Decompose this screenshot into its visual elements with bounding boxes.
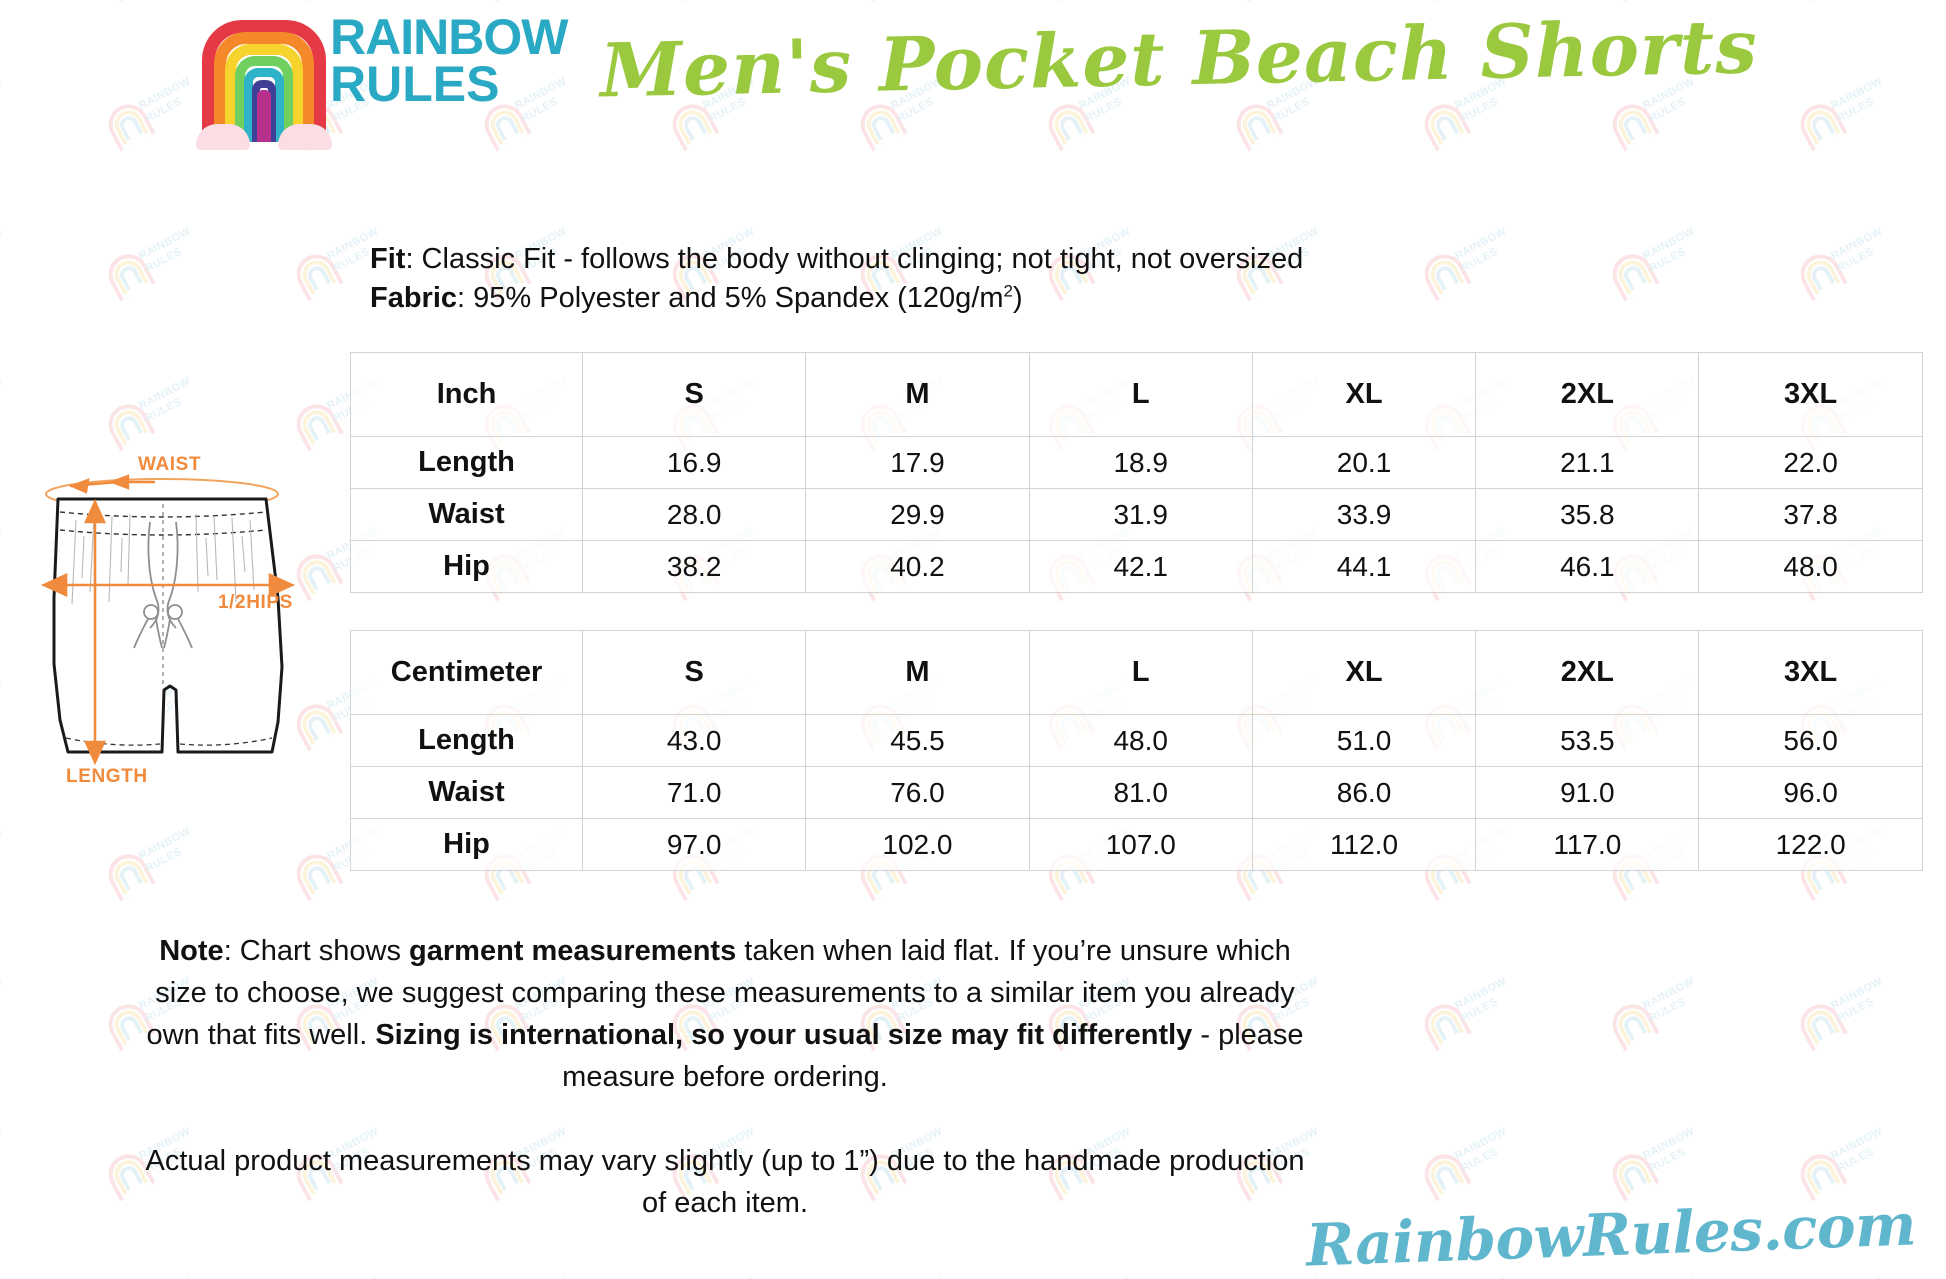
spec-fabric-label: Fabric [370,281,458,314]
spec-fabric-value: : 95% Polyester and 5% Spandex (120g/m [457,281,1004,314]
site-url-wordmark: RainbowRules.com [1304,1190,1918,1279]
cell: 117.0 [1475,818,1700,871]
spec-fabric-value-end: ) [1013,281,1023,314]
spec-fit-value: : Classic Fit - follows the body without… [405,243,1304,275]
note-block: Note: Chart shows garment measurements t… [130,930,1320,1098]
spec-fit-label: Fit [370,243,406,275]
cell: 46.1 [1475,540,1700,593]
page-title: Men's Pocket Beach Shorts [599,4,1759,115]
cell: 22.0 [1698,436,1923,489]
disclaimer-text: Actual product measurements may vary sli… [145,1145,1305,1220]
column-header-l: L [1028,352,1253,437]
spec-fit: Fit: Classic Fit - follows the body with… [370,240,1530,279]
column-header-2xl: 2XL [1475,630,1700,715]
row-label: Length [350,714,583,767]
product-specs: Fit: Classic Fit - follows the body with… [370,240,1530,318]
diagram-label-waist: WAIST [138,454,202,475]
cell: 97.0 [581,818,807,871]
cell: 16.9 [581,436,807,489]
cell: 45.5 [805,714,1030,767]
row-label: Hip [350,818,583,871]
column-header-s: S [581,630,807,715]
cell: 43.0 [581,714,807,767]
note-bold-2: Sizing is international, so your usual s… [375,1019,1193,1052]
row-label: Waist [350,766,583,819]
column-header-2xl: 2XL [1475,352,1700,437]
table-row: Waist 71.0 76.0 81.0 86.0 91.0 96.0 [350,766,1923,819]
cell: 29.9 [805,488,1030,541]
table-row: Hip 38.2 40.2 42.1 44.1 46.1 48.0 [350,540,1923,593]
table-header-row: Centimeter S M L XL 2XL 3XL [350,630,1923,715]
cell: 35.8 [1475,488,1700,541]
diagram-label-length: LENGTH [66,766,148,787]
cell: 20.1 [1251,436,1477,489]
column-header-3xl: 3XL [1698,352,1923,437]
cell: 42.1 [1028,540,1253,593]
cell: 96.0 [1698,766,1923,819]
cell: 91.0 [1475,766,1700,819]
rainbow-logo-icon [196,10,332,150]
diagram-label-hips: 1/2HIPS [218,592,293,613]
spec-fabric-superscript: 2 [1003,281,1013,301]
column-header-xl: XL [1251,352,1477,437]
brand-wordmark-line1: RAINBOW [330,9,568,65]
cell: 48.0 [1698,540,1923,593]
column-header-s: S [581,352,807,437]
column-header-m: M [805,630,1030,715]
note-text-2: taken when laid flat. If you’re unsure w… [146,935,1295,1052]
row-label: Hip [350,540,583,593]
cell: 112.0 [1251,818,1477,871]
note-label: Note [159,935,224,967]
shorts-illustration-icon [40,474,296,766]
spec-fabric: Fabric: 95% Polyester and 5% Spandex (12… [370,279,1530,318]
note-text-1: : Chart shows [223,935,410,967]
note-bold-1: garment measurements [409,935,737,967]
shorts-measurement-diagram: WAIST 1/2HIPS LENGTH [10,452,350,797]
brand-logo: RAINBOW RULES [196,8,580,160]
cell: 44.1 [1251,540,1477,593]
cell: 38.2 [581,540,807,593]
table-header-row: Inch S M L XL 2XL 3XL [350,352,1923,437]
cell: 81.0 [1028,766,1253,819]
cell: 48.0 [1028,714,1253,767]
column-header-m: M [805,352,1030,437]
brand-wordmark-line2: RULES [330,56,500,112]
table-row: Hip 97.0 102.0 107.0 112.0 117.0 122.0 [350,818,1923,871]
cell: 18.9 [1028,436,1253,489]
cell: 107.0 [1028,818,1253,871]
unit-header: Centimeter [350,630,583,715]
cell: 76.0 [805,766,1030,819]
cell: 71.0 [581,766,807,819]
cell: 102.0 [805,818,1030,871]
cell: 51.0 [1251,714,1477,767]
brand-wordmark: RAINBOW RULES [330,9,580,112]
cell: 56.0 [1698,714,1923,767]
size-table-inch: Inch S M L XL 2XL 3XL Length 16.9 17.9 1… [350,352,1923,593]
cell: 122.0 [1698,818,1923,871]
cell: 40.2 [805,540,1030,593]
cell: 17.9 [805,436,1030,489]
column-header-3xl: 3XL [1698,630,1923,715]
cell: 33.9 [1251,488,1477,541]
cell: 53.5 [1475,714,1700,767]
unit-header: Inch [350,352,583,437]
column-header-l: L [1028,630,1253,715]
cell: 31.9 [1028,488,1253,541]
cell: 21.1 [1475,436,1700,489]
table-row: Length 43.0 45.5 48.0 51.0 53.5 56.0 [350,714,1923,767]
table-row: Length 16.9 17.9 18.9 20.1 21.1 22.0 [350,436,1923,489]
note-text-3: - please measure before ordering. [562,1019,1304,1094]
cell: 28.0 [581,488,807,541]
cell: 37.8 [1698,488,1923,541]
size-table-centimeter: Centimeter S M L XL 2XL 3XL Length 43.0 … [350,630,1923,871]
page-header: RAINBOW RULES Men's Pocket Beach Shorts [0,0,1946,168]
cell: 86.0 [1251,766,1477,819]
row-label: Length [350,436,583,489]
row-label: Waist [350,488,583,541]
table-row: Waist 28.0 29.9 31.9 33.9 35.8 37.8 [350,488,1923,541]
column-header-xl: XL [1251,630,1477,715]
